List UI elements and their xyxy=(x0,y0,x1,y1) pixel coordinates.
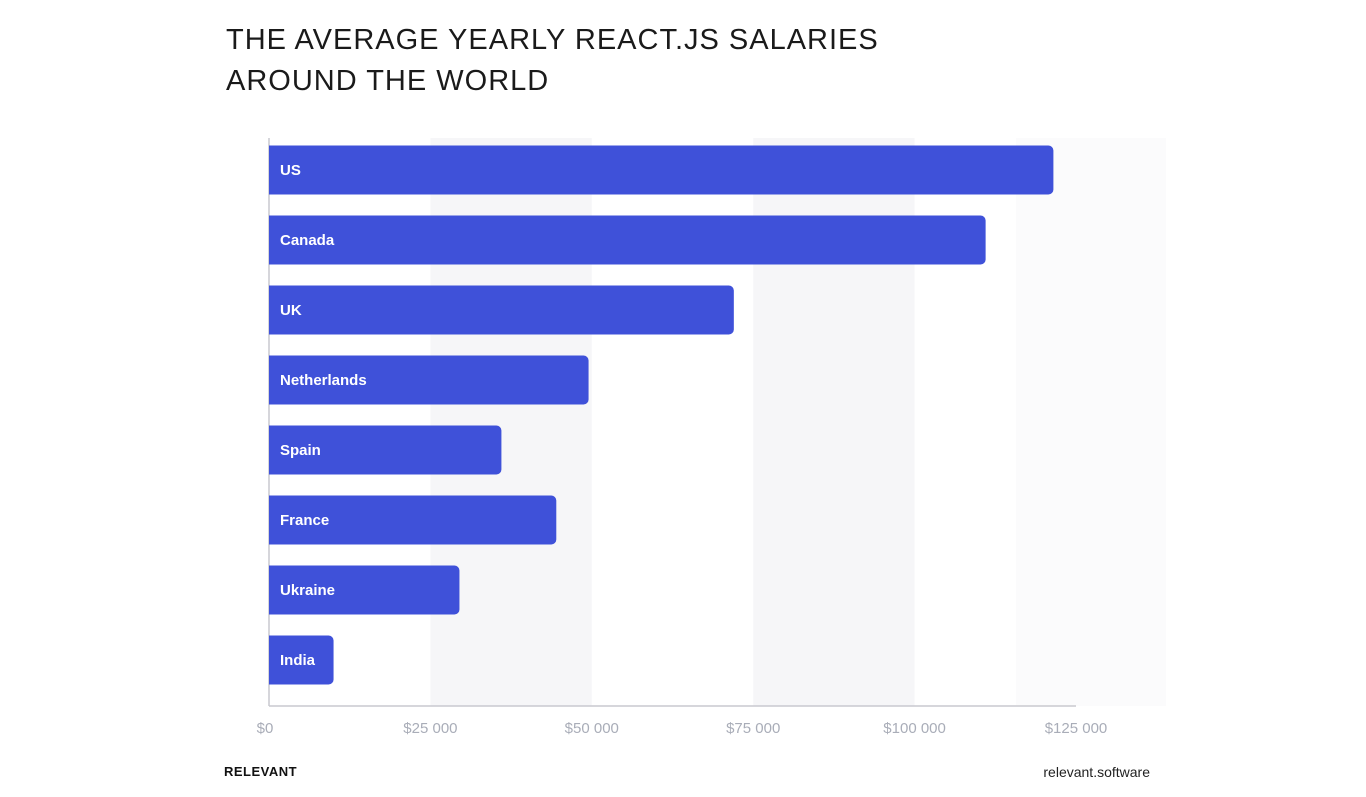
bar xyxy=(269,285,734,335)
chart-title: THE AVERAGE YEARLY REACT.JS SALARIES ARO… xyxy=(226,20,926,102)
chart-title-line-1: THE AVERAGE YEARLY REACT.JS SALARIES xyxy=(226,24,879,56)
x-tick-label: $75 000 xyxy=(726,720,780,737)
bar-left-edge xyxy=(269,355,277,405)
bar xyxy=(269,425,502,475)
bar xyxy=(269,565,460,615)
x-tick-label: $0 xyxy=(257,720,274,737)
bar-label: Netherlands xyxy=(280,372,367,389)
bar-label: Ukraine xyxy=(280,582,335,599)
x-tick-label: $50 000 xyxy=(565,720,619,737)
bar-left-edge xyxy=(269,635,277,685)
bar-left-edge xyxy=(269,285,277,335)
bar-label: US xyxy=(280,162,301,179)
x-tick-label: $125 000 xyxy=(1045,720,1108,737)
brand-logo-text: RELEVANT xyxy=(224,764,298,779)
website-url: relevant.software xyxy=(1043,764,1150,780)
bar-label: India xyxy=(280,652,316,669)
bar xyxy=(269,495,557,545)
bar xyxy=(269,635,334,685)
bar-left-edge xyxy=(269,565,277,615)
bar-label: Canada xyxy=(280,232,335,249)
x-tick-label: $25 000 xyxy=(403,720,457,737)
bar-left-edge xyxy=(269,145,277,195)
bar xyxy=(269,355,589,405)
chart-title-line-2: AROUND THE WORLD xyxy=(226,65,550,97)
bar-label: UK xyxy=(280,302,302,319)
background-band xyxy=(1016,138,1166,706)
bar-left-edge xyxy=(269,495,277,545)
bar-label: France xyxy=(280,512,329,529)
bar xyxy=(269,145,1054,195)
bar-left-edge xyxy=(269,215,277,265)
bar-left-edge xyxy=(269,425,277,475)
bar-label: Spain xyxy=(280,442,321,459)
bar xyxy=(269,215,986,265)
x-tick-label: $100 000 xyxy=(883,720,946,737)
